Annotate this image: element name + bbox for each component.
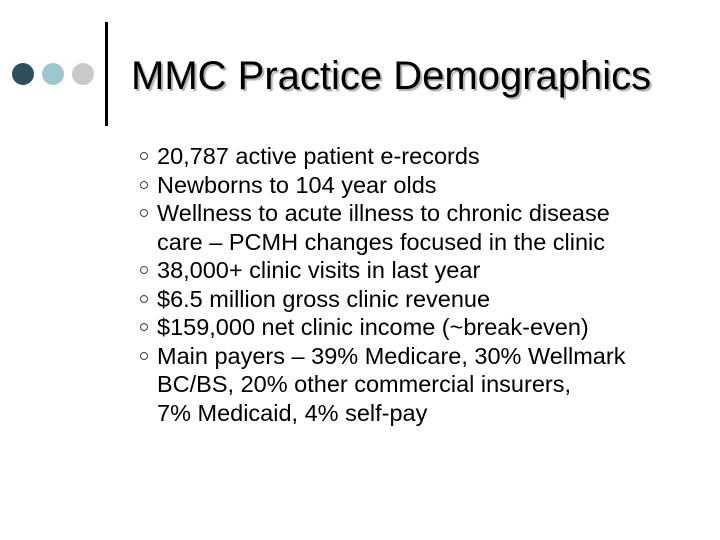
bullet-circle-icon — [140, 323, 148, 331]
bullet-circle-icon — [140, 294, 148, 303]
bullet-text-line: Newborns to 104 year olds — [157, 171, 437, 198]
bullet-item: 20,787 active patient e-records — [140, 142, 700, 171]
bullet-text-line: $159,000 net clinic income (~break-even) — [157, 314, 589, 340]
bullet-circle-icon — [140, 209, 148, 217]
bullet-text-line: 38,000+ clinic visits in last year — [157, 257, 481, 283]
bullet-list: 20,787 active patient e-records Newborns… — [140, 142, 700, 427]
bullet-text-line: BC/BS, 20% other commercial insurers, — [157, 371, 572, 397]
bullet-circle-icon — [140, 266, 148, 274]
bullet-text-line: Wellness to acute illness to chronic dis… — [157, 200, 610, 226]
bullet-text-line: 20,787 active patient e-records — [157, 143, 480, 169]
bullet-circle-icon — [140, 351, 148, 360]
gray-dot-icon — [72, 63, 94, 85]
dark-dot-icon — [12, 63, 34, 85]
bullet-text-line: Main payers – 39% Medicare, 30% Wellmark — [157, 342, 626, 369]
teal-dot-icon — [42, 63, 64, 85]
bullet-item: $6.5 million gross clinic revenue — [140, 285, 700, 314]
title-divider — [105, 22, 108, 126]
bullet-text-line: care – PCMH changes focused in the clini… — [157, 228, 606, 255]
bullet-text-line: $6.5 million gross clinic revenue — [157, 285, 491, 312]
bullet-item: 38,000+ clinic visits in last year — [140, 256, 700, 285]
bullet-text-line: 7% Medicaid, 4% self-pay — [157, 399, 428, 426]
bullet-item: Newborns to 104 year olds — [140, 171, 700, 200]
bullet-item: Main payers – 39% Medicare, 30% Wellmark… — [140, 342, 700, 428]
bullet-circle-icon — [140, 152, 148, 160]
slide-title: MMC Practice Demographics — [131, 54, 652, 98]
bullet-item: Wellness to acute illness to chronic dis… — [140, 199, 700, 256]
bullet-item: $159,000 net clinic income (~break-even) — [140, 313, 700, 342]
bullet-circle-icon — [140, 180, 148, 189]
